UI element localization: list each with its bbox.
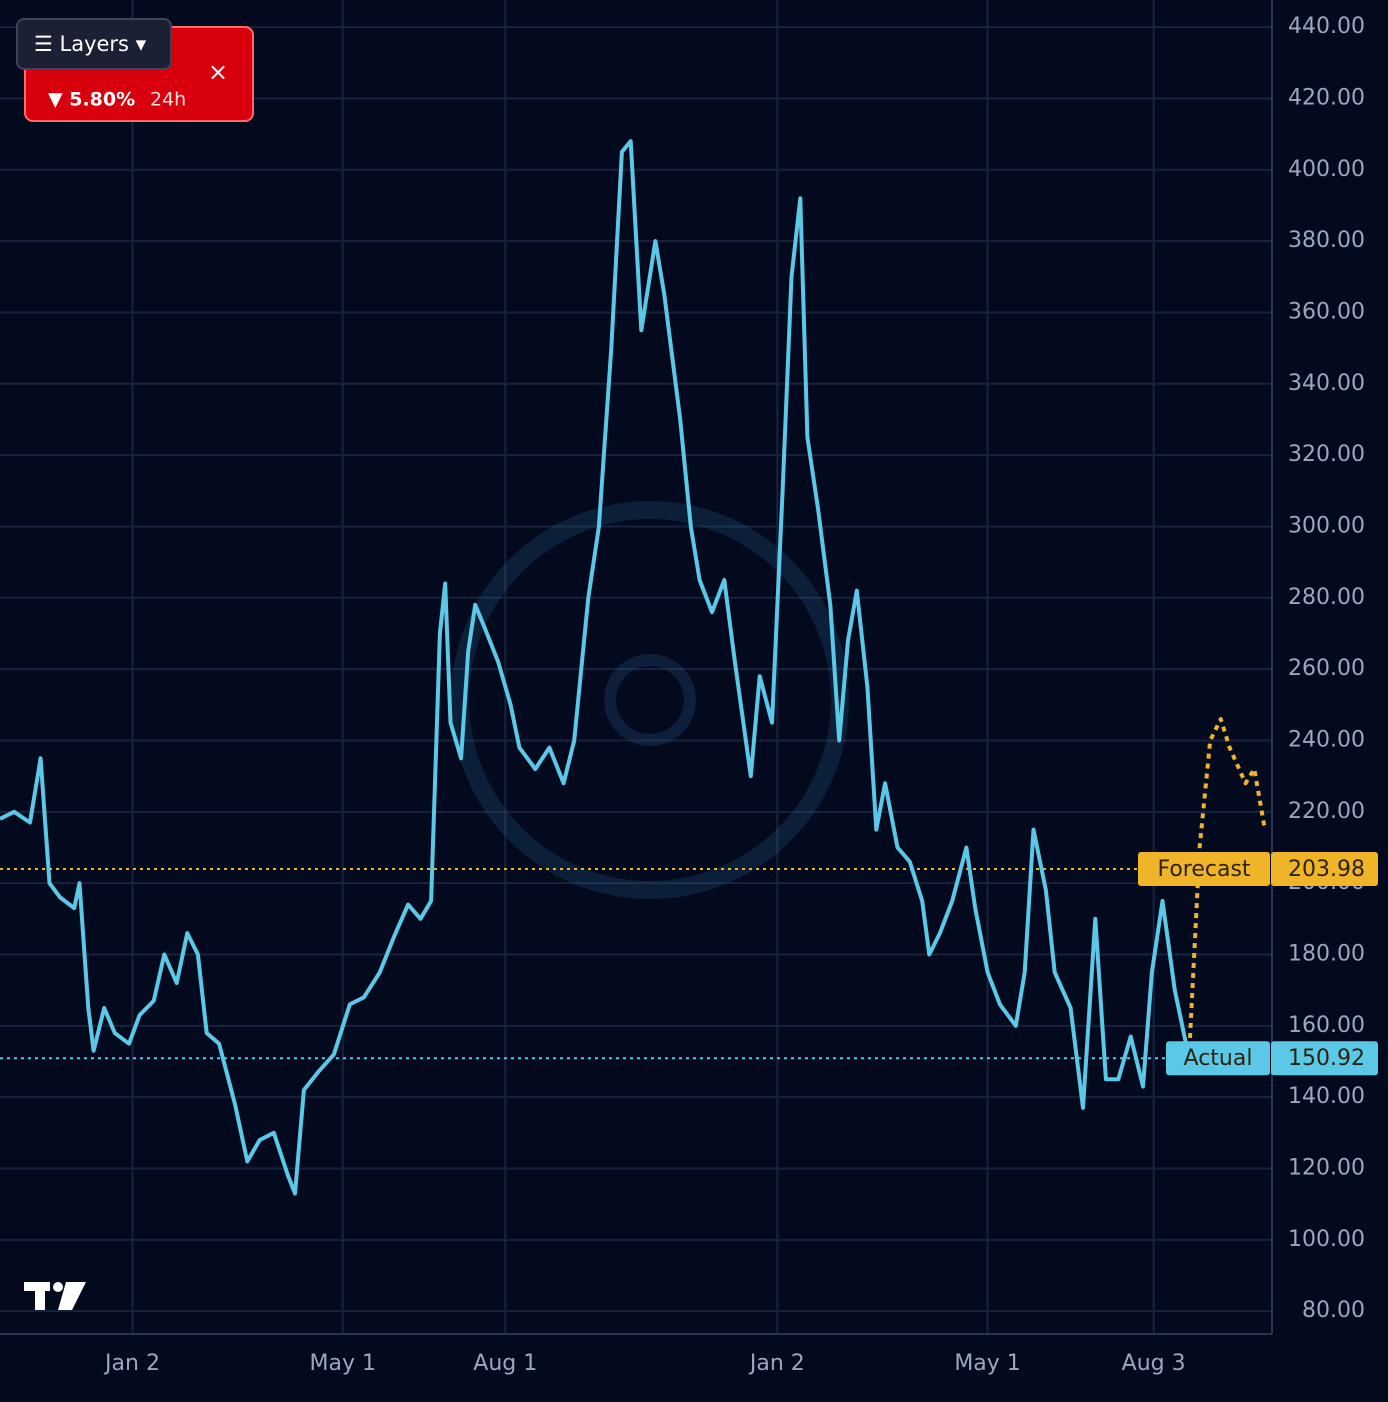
y-tick-label: 220.00 bbox=[1288, 799, 1365, 824]
y-tick-label: 320.00 bbox=[1288, 442, 1365, 467]
x-tick-label: Jan 2 bbox=[103, 1351, 160, 1376]
y-tick-label: 180.00 bbox=[1288, 941, 1365, 966]
y-tick-label: 80.00 bbox=[1302, 1298, 1365, 1323]
watermark bbox=[451, 501, 849, 899]
x-tick-label: Aug 3 bbox=[1122, 1351, 1186, 1376]
price-label-bg bbox=[1138, 851, 1270, 886]
series-line bbox=[0, 139, 1191, 1196]
x-tick-label: Jan 2 bbox=[748, 1351, 805, 1376]
grid bbox=[0, 0, 1272, 1334]
y-tick-label: 360.00 bbox=[1288, 299, 1365, 324]
layers-label[interactable]: ☰ Layers ▾ bbox=[34, 32, 147, 56]
y-tick-label: 300.00 bbox=[1288, 513, 1365, 538]
y-tick-label: 120.00 bbox=[1288, 1155, 1365, 1180]
plot bbox=[0, 139, 1272, 1196]
x-tick-label: May 1 bbox=[309, 1351, 375, 1376]
change-value: ▼ 5.80% bbox=[48, 89, 135, 111]
price-value-bg bbox=[1271, 851, 1378, 886]
y-tick-label: 160.00 bbox=[1288, 1013, 1365, 1038]
y-tick-label: 440.00 bbox=[1288, 14, 1365, 39]
price-label-name: Actual bbox=[1184, 1046, 1253, 1071]
y-tick-label: 380.00 bbox=[1288, 228, 1365, 253]
y-tick-label: 240.00 bbox=[1288, 727, 1365, 752]
x-tick-label: May 1 bbox=[954, 1351, 1020, 1376]
layers-button[interactable]: ☰ Layers ▾ bbox=[16, 18, 172, 70]
change-period: 24h bbox=[150, 89, 186, 111]
y-tick-label: 100.00 bbox=[1288, 1227, 1365, 1252]
y-tick-label: 140.00 bbox=[1288, 1084, 1365, 1109]
tv-logo bbox=[24, 1282, 86, 1310]
series-line bbox=[1187, 717, 1267, 1059]
price-value: 203.98 bbox=[1288, 857, 1365, 882]
y-tick-label: 400.00 bbox=[1288, 157, 1365, 182]
price-value-bg bbox=[1271, 1041, 1378, 1076]
x-tick-label: Aug 1 bbox=[473, 1351, 537, 1376]
y-tick-label: 260.00 bbox=[1288, 656, 1365, 681]
price-label-bg bbox=[1166, 1041, 1270, 1076]
y-tick-label: 340.00 bbox=[1288, 371, 1365, 396]
price-label-name: Forecast bbox=[1157, 857, 1250, 882]
layers-bg[interactable] bbox=[16, 18, 172, 70]
close-button[interactable]: × bbox=[208, 58, 228, 86]
labels: 80.00100.00120.00140.00160.00180.00200.0… bbox=[103, 14, 1378, 1376]
y-tick-label: 280.00 bbox=[1288, 585, 1365, 610]
y-tick-label: 420.00 bbox=[1288, 85, 1365, 110]
price-value: 150.92 bbox=[1288, 1046, 1365, 1071]
